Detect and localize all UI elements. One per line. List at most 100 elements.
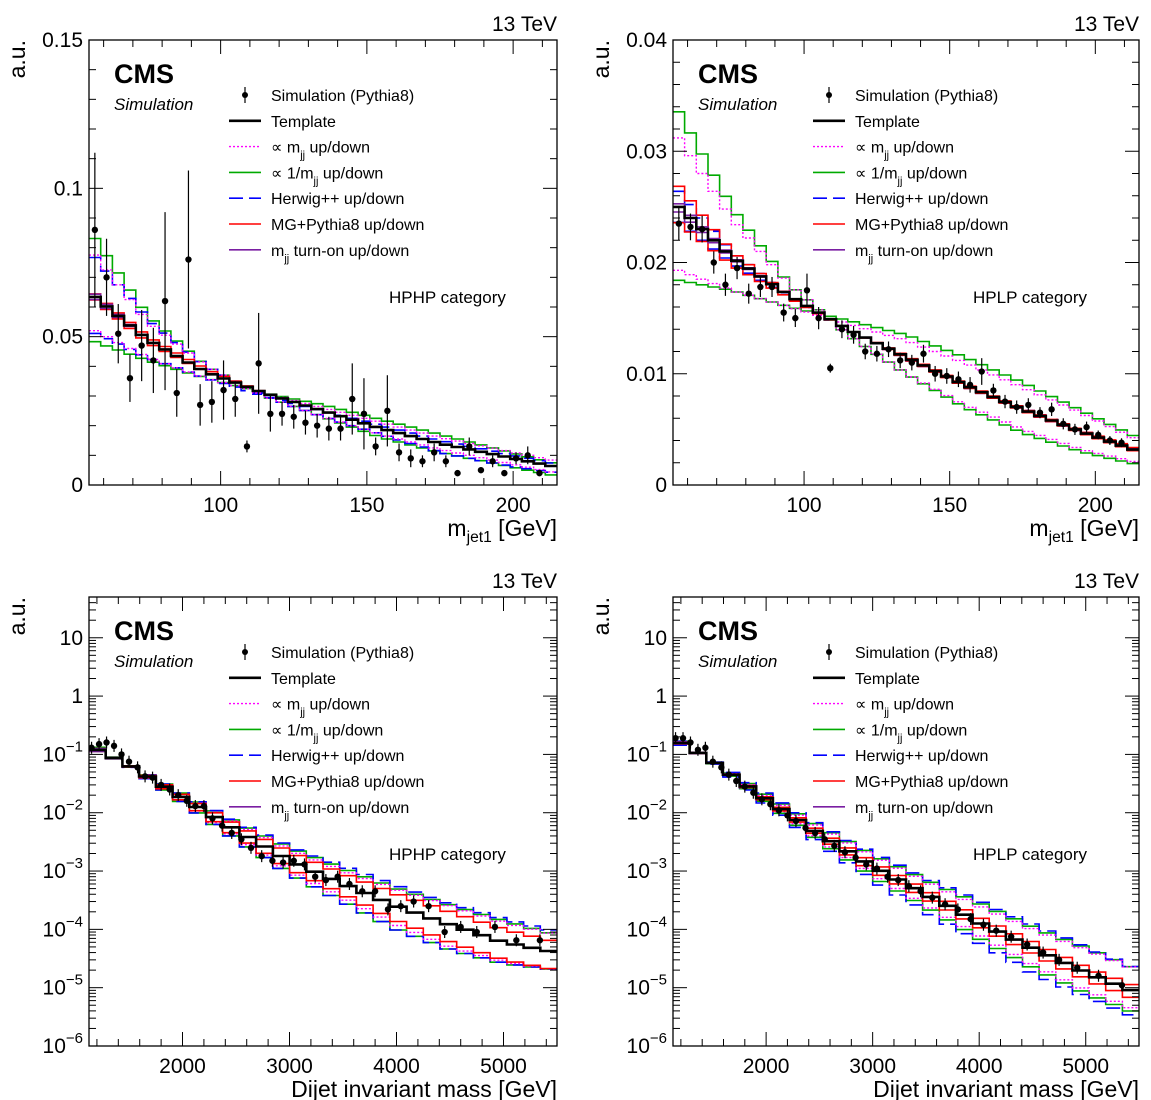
curve-mjj-2	[89, 254, 557, 473]
legend-entry-inv_mjj: ∝ 1/mjj up/down	[229, 165, 383, 187]
y-axis: 0 0.01 0.02 0.03 0.04	[626, 29, 1139, 497]
data-point	[220, 360, 227, 420]
data-marker	[513, 937, 520, 944]
legend-entry-sim: Simulation (Pythia8)	[826, 87, 998, 105]
data-point	[1055, 953, 1063, 966]
data-point	[741, 780, 749, 793]
x-axis: 2000 3000 4000 5000	[96, 597, 547, 1078]
data-marker	[419, 458, 426, 465]
legend-entry-mjj: ∝ mjj up/down	[813, 140, 954, 162]
data-marker	[255, 360, 262, 367]
legend-entry-mg: MG+Pythia8 up/down	[813, 774, 1008, 791]
legend-label: Template	[271, 671, 336, 688]
data-point	[524, 446, 531, 465]
data-marker	[896, 357, 904, 364]
data-point	[269, 854, 276, 867]
data-point	[91, 152, 99, 307]
data-marker	[441, 928, 448, 936]
y-axis: 0 0.05 0.1 0.15	[42, 29, 557, 497]
data-marker	[931, 370, 939, 377]
data-marker	[103, 739, 110, 746]
energy-label: 13 TeV	[492, 570, 557, 593]
data-marker	[821, 836, 828, 843]
category-label: HPHP category	[389, 845, 506, 864]
data-marker	[477, 466, 485, 474]
data-point	[694, 743, 702, 756]
y-tick-label: 10−6	[43, 1030, 83, 1058]
data-point	[441, 926, 448, 939]
legend-label: ∝ 1/mjj up/down	[855, 165, 967, 187]
data-marker	[694, 746, 702, 753]
data-point	[371, 885, 379, 898]
data-marker	[741, 783, 749, 790]
legend-label: mjj turn-on up/down	[855, 800, 993, 822]
data-marker	[473, 928, 480, 936]
data-marker	[884, 873, 891, 880]
data-marker	[873, 350, 881, 357]
data-point	[905, 880, 913, 893]
legend-entry-template: Template	[229, 114, 336, 131]
data-marker	[430, 449, 438, 456]
curve-mjj-2	[673, 741, 1139, 1009]
data-point	[489, 455, 496, 468]
data-point	[1118, 438, 1125, 448]
data-point	[372, 437, 379, 456]
data-point	[679, 732, 687, 745]
data-point	[675, 206, 683, 241]
data-point	[725, 768, 733, 781]
data-point	[115, 304, 122, 364]
data-point	[1036, 407, 1044, 419]
data-marker	[410, 898, 417, 905]
data-marker	[1039, 949, 1047, 956]
data-marker	[679, 734, 687, 742]
data-point	[410, 895, 417, 908]
data-marker	[466, 443, 473, 450]
legend-label: ∝ mjj up/down	[855, 697, 954, 719]
data-marker	[980, 921, 987, 928]
data-point	[1001, 394, 1009, 409]
data-point	[173, 369, 180, 417]
data-marker	[1095, 972, 1102, 979]
data-marker	[301, 861, 308, 868]
data-marker	[811, 829, 819, 837]
data-point	[698, 215, 706, 243]
data-point	[232, 381, 239, 417]
data-point	[802, 821, 809, 834]
legend-entry-mjj: ∝ mjj up/down	[229, 140, 370, 162]
data-point	[103, 736, 110, 749]
x-tick-label: 150	[932, 494, 967, 517]
data-marker	[278, 410, 286, 417]
data-marker	[512, 455, 520, 462]
data-point	[118, 748, 125, 761]
data-marker	[862, 348, 869, 355]
data-marker	[775, 807, 783, 814]
y-axis-title: a.u.	[588, 40, 614, 78]
data-marker	[183, 797, 190, 805]
data-marker	[1048, 406, 1055, 413]
data-marker	[920, 350, 927, 357]
data-point	[941, 898, 949, 911]
data-points	[89, 736, 544, 947]
curve-template-1	[673, 741, 1139, 992]
data-point	[709, 755, 717, 768]
data-point	[850, 325, 857, 344]
data-point	[360, 378, 368, 450]
data-marker	[425, 902, 432, 910]
data-marker	[725, 771, 733, 778]
data-marker	[831, 842, 838, 850]
legend-label: Herwig++ up/down	[271, 748, 404, 765]
data-marker	[175, 791, 182, 799]
data-point	[419, 455, 426, 468]
data-marker	[228, 829, 235, 837]
data-marker	[1023, 941, 1031, 948]
data-marker	[454, 469, 461, 477]
legend-entry-sim: Simulation (Pythia8)	[826, 644, 998, 662]
data-marker	[524, 452, 531, 459]
data-marker	[767, 800, 774, 808]
legend-entry-template: Template	[813, 671, 920, 688]
data-point	[267, 396, 274, 432]
y-tick-label: 1	[71, 685, 83, 708]
x-tick-label: 3000	[849, 1055, 896, 1078]
data-marker	[279, 859, 287, 866]
data-marker	[745, 290, 752, 297]
